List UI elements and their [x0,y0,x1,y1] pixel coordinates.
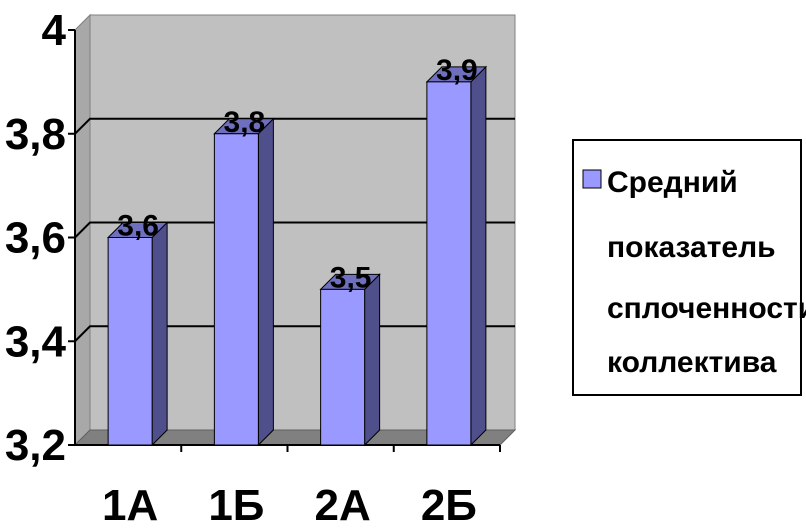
data-label: 3,8 [224,106,266,139]
bar [425,65,488,447]
y-tick-label: 4 [42,6,67,55]
bar [106,221,169,447]
bar-side [470,65,487,447]
legend-line-3: сплоченности [607,292,806,325]
x-category-label: 1А [102,481,158,530]
legend-line-1: Средний [607,166,738,199]
bar-side [257,117,274,447]
gridline [74,117,515,135]
bar [213,117,275,447]
bar-front [426,81,472,446]
bar [319,273,381,447]
y-tick-label: 3,6 [5,214,66,263]
x-category-label: 1Б [208,481,264,530]
y-tick-label: 3,2 [5,421,66,470]
x-axis-categories: 1А 1Б 2А 2Б [102,445,501,530]
legend-swatch [582,169,602,189]
legend-line-4: коллектива [607,346,777,379]
data-label: 3,6 [117,210,159,243]
bar-side [151,221,168,447]
x-category-label: 2Б [421,481,477,530]
legend: Средний показатель сплоченности коллекти… [572,139,806,396]
legend-box [572,139,802,396]
gridline [74,221,515,239]
legend-line-2: показатель [607,231,776,264]
x-category-label: 2А [315,481,371,530]
data-label: 3,5 [330,261,372,294]
bar-front [213,133,259,446]
bar-side [364,273,381,447]
bar-front [320,288,366,446]
bar-front [107,237,153,446]
data-label: 3,9 [436,54,478,87]
y-tick-label: 3,8 [5,110,66,159]
y-tick-label: 3,4 [5,317,67,366]
y-axis-ticks: 3,2 3,4 3,6 3,8 4 [5,6,75,470]
bars: 3,6 3,8 3,5 3,9 [106,54,488,447]
